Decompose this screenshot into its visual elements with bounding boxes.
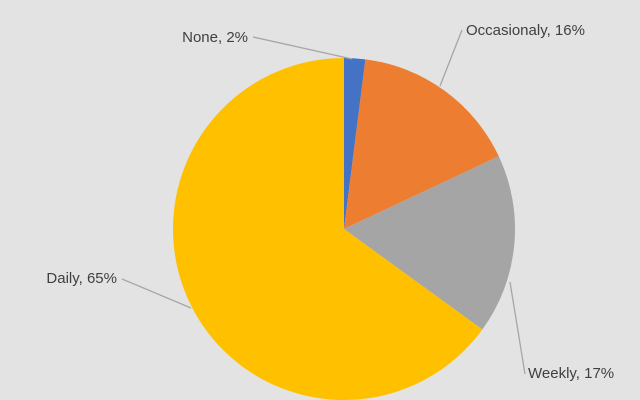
pie-slice-weekly bbox=[344, 156, 516, 330]
data-label-occasionaly: Occasionaly, 16% bbox=[466, 22, 585, 39]
data-label-daily: Daily, 65% bbox=[46, 270, 117, 287]
data-label-none: None, 2% bbox=[182, 29, 248, 46]
leader-lines-layer bbox=[121, 29, 526, 375]
pie-slice-occasionaly bbox=[344, 59, 499, 229]
data-labels-layer: None, 2% Occasionaly, 16% Weekly, 17% Daily… bbox=[46, 22, 614, 382]
pie-slice-none bbox=[344, 58, 366, 229]
pie-slice-daily bbox=[172, 58, 483, 400]
slices-layer bbox=[172, 58, 516, 400]
leader-line-none bbox=[252, 36, 353, 60]
leader-line-daily bbox=[121, 278, 192, 309]
leader-line-weekly bbox=[509, 281, 526, 375]
leader-line-occasionaly bbox=[439, 29, 463, 87]
data-label-weekly: Weekly, 17% bbox=[528, 365, 614, 382]
